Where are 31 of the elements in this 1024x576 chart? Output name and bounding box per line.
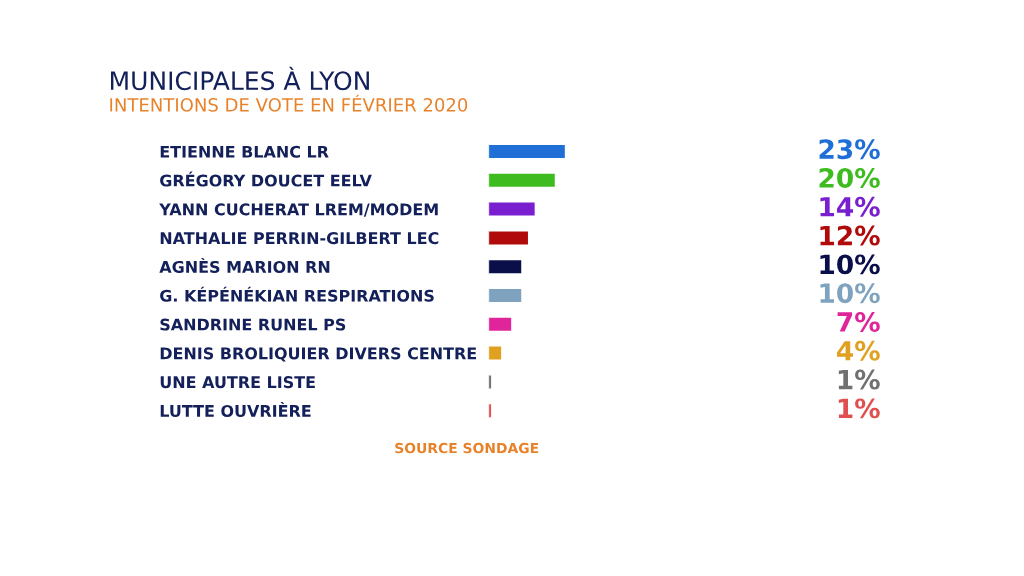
y-tick-label: LUTTE OUVRIÈRE xyxy=(160,401,311,417)
data-label: 1% xyxy=(838,398,880,419)
y-tick-label: DENIS BROLIQUIER DIVERS CENTRE xyxy=(160,347,477,362)
bar xyxy=(488,258,523,275)
y-tick-label: AGNÈS MARION RN xyxy=(159,257,330,273)
text: INTENTIONS DE VOTE EN FÉVRIER 2020 xyxy=(110,94,468,112)
data-label: 12% xyxy=(820,225,880,246)
data-label: 23% xyxy=(819,139,880,160)
bar xyxy=(488,229,530,246)
y-tick-label: NATHALIE PERRIN-GILBERT LEC xyxy=(160,232,439,245)
y-tick-label: G. KÉPÉNÉKIAN RESPIRATIONS xyxy=(160,286,434,302)
y-tick-label: GRÉGORY DOUCET EELV xyxy=(160,171,372,187)
y-tick-label: ETIENNE BLANC LR xyxy=(160,145,329,158)
bar xyxy=(488,172,557,189)
data-label: 7% xyxy=(837,311,880,332)
text: MUNICIPALES À LYON xyxy=(111,66,369,91)
data-label: 1% xyxy=(838,369,880,390)
data-label: 20% xyxy=(819,167,880,188)
bar xyxy=(488,287,523,304)
source-note: SOURCE SONDAGE xyxy=(395,442,539,454)
y-tick-label: UNE AUTRE LISTE xyxy=(160,376,315,389)
data-label: 14% xyxy=(820,196,880,217)
y-tick-label: SANDRINE RUNEL PS xyxy=(160,318,346,331)
bar xyxy=(488,316,513,333)
data-label: 10% xyxy=(820,254,880,275)
data-label: 10% xyxy=(820,283,880,304)
y-tick-label: YANN CUCHERAT LREM/MODEM xyxy=(159,203,438,217)
data-label: 4% xyxy=(837,340,880,361)
bar xyxy=(488,345,503,361)
bar xyxy=(488,201,537,217)
bar xyxy=(488,143,567,160)
